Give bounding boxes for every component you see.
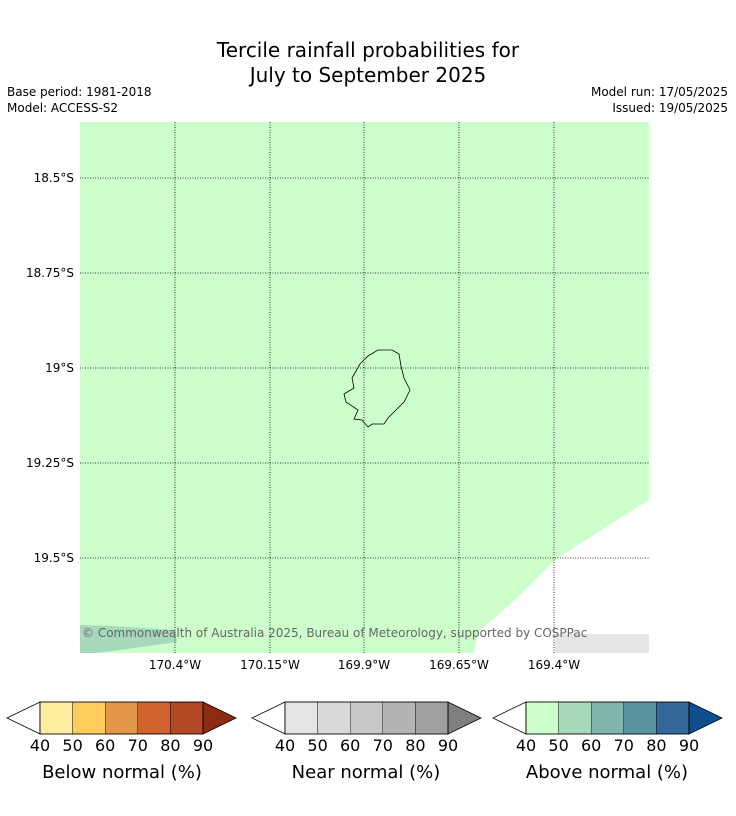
colorbar-above-tick-2: 60 — [581, 736, 602, 755]
lon-label-0: 170.4°W — [148, 658, 202, 672]
model-run: Model run: 17/05/2025 — [590, 85, 728, 99]
meta-right: Model run: 17/05/2025 Issued: 19/05/2025 — [591, 84, 728, 116]
colorbar-label-below: Below normal (%) — [42, 762, 202, 783]
colorbar-above-extend-high — [688, 701, 723, 735]
colorbars — [6, 701, 723, 735]
colorbar-above-box-3 — [591, 701, 625, 735]
gridlines — [80, 122, 649, 653]
colorbar-near-tick-2: 60 — [340, 736, 361, 755]
copyright-notice: © Commonwealth of Australia 2025, Bureau… — [82, 626, 588, 640]
colorbar-near-box-3 — [350, 701, 384, 735]
colorbar-below-box-1 — [39, 701, 73, 735]
colorbar-below-normal — [6, 701, 237, 735]
colorbar-near-tick-5: 90 — [437, 736, 459, 755]
map-panel — [80, 122, 649, 653]
lat-label-0: 18.5°S — [33, 171, 74, 185]
colorbar-above-tick-4: 80 — [646, 736, 667, 755]
colorbar-near-outline — [284, 701, 449, 735]
colorbar-above-tick-3: 70 — [613, 736, 634, 755]
colorbar-below-box-4 — [137, 701, 171, 735]
colorbar-label-above: Above normal (%) — [525, 762, 689, 783]
colorbar-near-box-1 — [284, 701, 318, 735]
colorbar-near-tick-3: 70 — [372, 736, 393, 755]
colorbar-near-normal — [251, 701, 482, 735]
above-normal-50-60-patch — [80, 625, 177, 653]
colorbar-near-tick-4: 80 — [405, 736, 426, 755]
model-name: Model: ACCESS-S2 — [7, 101, 119, 115]
colorbar-near-extend-high — [447, 701, 482, 735]
lat-label-3: 19.25°S — [26, 456, 74, 470]
colorbar-below-tick-5: 90 — [192, 736, 214, 755]
colorbar-near-box-4 — [382, 701, 416, 735]
colorbar-above-tick-0: 40 — [515, 736, 537, 755]
colorbar-above-outline — [525, 701, 690, 735]
colorbar-below-tick-1: 50 — [62, 736, 83, 755]
colorbar-above-tick-1: 50 — [548, 736, 569, 755]
colorbar-below-box-2 — [72, 701, 106, 735]
chart-title: Tercile rainfall probabilities for July … — [0, 38, 736, 88]
colorbar-near-tick-0: 40 — [274, 736, 296, 755]
colorbar-above-box-1 — [525, 701, 559, 735]
lat-label-4: 19.5°S — [33, 551, 74, 565]
colorbar-above-extend-low — [492, 701, 527, 735]
colorbar-near-box-2 — [317, 701, 351, 735]
colorbar-above-box-4 — [623, 701, 657, 735]
colorbar-above-box-2 — [558, 701, 592, 735]
colorbar-below-box-5 — [170, 701, 204, 735]
colorbar-below-extend-high — [202, 701, 237, 735]
above-normal-region — [80, 122, 649, 653]
colorbar-label-near: Near normal (%) — [291, 762, 441, 783]
lat-label-2: 19°S — [45, 361, 74, 375]
colorbar-below-tick-4: 80 — [160, 736, 181, 755]
title-line-1: Tercile rainfall probabilities for — [216, 38, 520, 62]
lon-label-4: 169.4°W — [527, 658, 581, 672]
lon-label-1: 170.15°W — [240, 658, 300, 672]
colorbar-below-extend-low — [6, 701, 41, 735]
colorbar-above-box-5 — [656, 701, 690, 735]
niue-island-outline — [343, 349, 411, 428]
colorbar-below-tick-0: 40 — [29, 736, 51, 755]
colorbar-below-outline — [39, 701, 204, 735]
colorbar-above-tick-5: 90 — [678, 736, 700, 755]
title-line-2: July to September 2025 — [249, 63, 487, 87]
colorbar-above-normal — [492, 701, 723, 735]
colorbar-near-extend-low — [251, 701, 286, 735]
lon-label-3: 169.65°W — [429, 658, 489, 672]
meta-left: Base period: 1981-2018 Model: ACCESS-S2 — [7, 84, 152, 116]
issued-date: Issued: 19/05/2025 — [612, 101, 728, 115]
colorbar-below-tick-3: 70 — [127, 736, 148, 755]
colorbar-near-box-5 — [415, 701, 449, 735]
colorbar-near-tick-1: 50 — [307, 736, 328, 755]
near-normal-patch — [555, 634, 649, 653]
lon-label-2: 169.9°W — [337, 658, 391, 672]
colorbar-below-tick-2: 60 — [95, 736, 116, 755]
colorbar-below-box-3 — [104, 701, 138, 735]
base-period: Base period: 1981-2018 — [7, 85, 152, 99]
lat-label-1: 18.75°S — [26, 266, 74, 280]
